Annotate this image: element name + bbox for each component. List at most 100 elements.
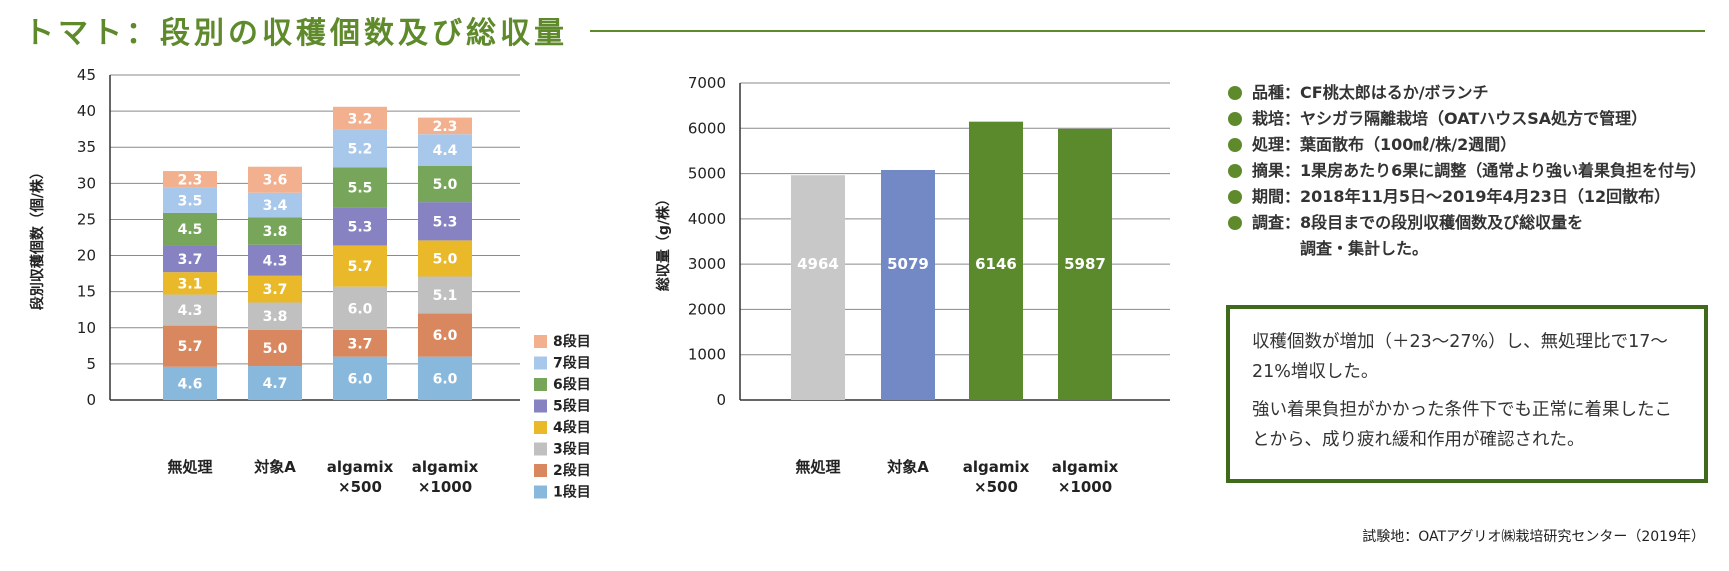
y-tick-label: 3000 [688,255,726,273]
x-tick-label: algamix ×500 [963,458,1030,496]
data-label: 3.2 [348,111,373,127]
y-tick-label: 7000 [688,74,726,92]
y-tick-label: 25 [77,210,96,228]
data-label: 3.5 [178,193,203,209]
legend-entry: 7段目 [553,355,591,372]
bar-segment [248,244,302,276]
data-label: 3.1 [178,276,203,292]
bar [969,121,1023,400]
info-item-variety: 品種：CF桃太郎はるか/ボランチ [1228,80,1706,106]
data-label: 5.0 [263,341,288,357]
x-tick-label: algamix ×1000 [1052,458,1119,496]
bar-segment [418,134,472,166]
bar-segment [418,202,472,241]
data-label: 6.0 [348,301,373,317]
x-tick-label: 対象A [253,458,296,476]
x-tick-label: 無処理 [795,458,840,476]
bar-segment [418,166,472,203]
data-label: 2.3 [433,119,458,135]
bar-segment [163,171,217,188]
y-tick-label: 20 [77,247,96,265]
info-item-thinning: 摘果：1果房あたり6果に調整（通常より強い着果負担を付与） [1228,158,1706,184]
y-tick-label: 5 [86,355,96,373]
data-label: 4.6 [178,376,203,392]
data-label: 3.7 [348,336,373,352]
data-label: 4964 [797,255,839,273]
bar-segment [248,366,302,400]
data-label: 4.7 [263,376,288,392]
bar-segment [248,217,302,245]
x-tick-label: algamix ×1000 [412,458,479,496]
data-label: 5.7 [348,259,373,275]
bar-segment [248,275,302,303]
y-tick-label: 10 [77,319,96,337]
info-item-cultivation: 栽培：ヤシガラ隔離栽培（OATハウスSA処方で管理） [1228,106,1706,132]
bar-segment [418,313,472,357]
legend-entry: 8段目 [553,333,591,350]
x-tick-label: 無処理 [167,458,212,476]
y-tick-label: 45 [77,66,96,84]
data-label: 3.7 [263,282,288,298]
legend-swatch [534,335,547,348]
data-label: 6.0 [433,371,458,387]
data-label: 5.5 [348,180,373,196]
bar-segment [248,302,302,330]
data-label: 4.5 [178,222,203,238]
bar-segment [333,129,387,168]
bar [881,169,935,400]
bar-segment [248,329,302,367]
data-label: 5.7 [178,339,203,355]
bar-segment [248,192,302,218]
y-tick-label: 5000 [688,165,726,183]
data-label: 5987 [1064,255,1106,273]
legend-entry: 5段目 [553,398,591,415]
summary-text-2: 強い着果負担がかかった条件下でも正常に着果したことから、成り疲れ緩和作用が確認さ… [1252,400,1672,450]
legend-entry: 1段目 [553,484,591,501]
data-label: 3.6 [263,173,288,189]
data-label: 6.0 [433,328,458,344]
summary-text-1: 収穫個数が増加（＋23～27%）し、無処理比で17～21%増収した。 [1252,332,1668,382]
bar-segment [163,212,217,246]
legend-entry: 3段目 [553,441,591,458]
legend-swatch [534,442,547,456]
bar-segment [333,167,387,208]
bar-segment [333,329,387,357]
data-label: 5.2 [348,142,373,158]
info-list: 品種：CF桃太郎はるか/ボランチ 栽培：ヤシガラ隔離栽培（OATハウスSA処方で… [1228,80,1706,262]
bar-segment [333,207,387,246]
y-tick-label: 1000 [688,346,726,364]
bar-segment [163,325,217,367]
data-label: 3.8 [263,224,288,240]
bullet-icon [1228,190,1242,204]
bar [1058,128,1112,400]
legend-swatch [534,485,547,499]
y-axis-label: 段別収穫個数（個/株） [29,165,46,310]
bar-segment [163,187,217,213]
legend-swatch [534,464,547,477]
x-tick-label: algamix ×500 [327,458,394,496]
y-tick-label: 0 [86,391,96,409]
bullet-icon [1228,86,1242,100]
data-label: 5.3 [348,219,373,235]
y-axis-label: 総収量（g/株） [655,192,672,291]
bar-segment [163,272,217,295]
bar-segment [333,245,387,287]
stacked-bar-chart: 0 5 10 15 20 25 30 35 40 45 4.6 5.7 4.3 3.1 3.7 4.5 3.5 2… [29,66,591,501]
legend-swatch [534,356,547,370]
y-tick-label: 30 [77,174,96,192]
source-note: 試験地：OATアグリオ㈱栽培研究センター（2019年） [1362,529,1705,545]
bullet-icon [1228,164,1242,178]
bar-segment [418,356,472,400]
legend-swatch [534,421,547,434]
bar-segment [418,276,472,314]
bullet-icon [1228,138,1242,152]
data-label: 3.4 [263,198,288,214]
data-label: 3.7 [178,252,203,268]
bar-segment [163,366,217,400]
legend-entry: 2段目 [553,462,591,479]
y-tick-label: 40 [77,102,96,120]
info-item-treatment: 処理：葉面散布（100㎖/株/2週間） [1228,132,1706,158]
data-label: 5079 [887,255,929,273]
data-label: 5.1 [433,288,458,304]
bar-segment [333,356,387,400]
